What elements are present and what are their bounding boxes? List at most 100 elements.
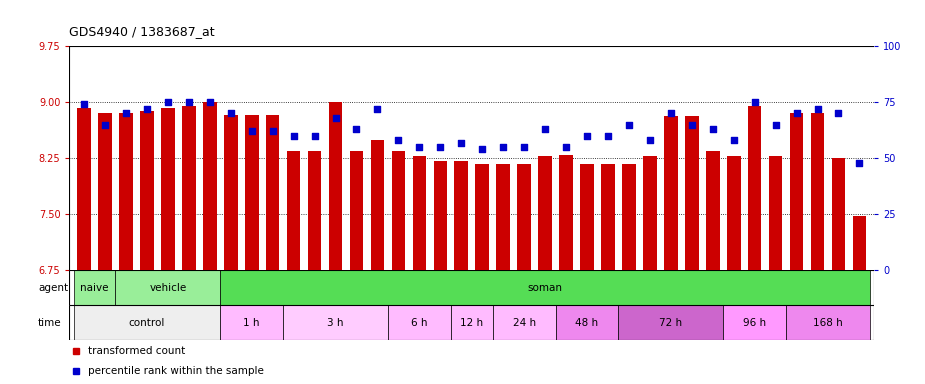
Bar <box>493 305 556 340</box>
Point <box>747 99 762 105</box>
Bar <box>74 270 116 305</box>
Bar <box>723 305 786 340</box>
Text: agent: agent <box>38 283 68 293</box>
Point <box>496 144 511 150</box>
Text: GDS4940 / 1383687_at: GDS4940 / 1383687_at <box>69 25 215 38</box>
Bar <box>350 151 364 270</box>
Point <box>517 144 532 150</box>
Bar <box>619 305 723 340</box>
Bar <box>245 115 258 270</box>
Bar <box>497 164 510 270</box>
Bar <box>786 305 870 340</box>
Point <box>391 137 406 143</box>
Bar <box>98 113 112 270</box>
Bar <box>706 151 720 270</box>
Point <box>328 115 343 121</box>
Bar <box>413 156 426 270</box>
Bar <box>643 156 657 270</box>
Text: 72 h: 72 h <box>660 318 683 328</box>
Bar <box>769 156 783 270</box>
Text: vehicle: vehicle <box>149 283 187 293</box>
Bar <box>283 305 388 340</box>
Text: 96 h: 96 h <box>743 318 766 328</box>
Text: control: control <box>129 318 165 328</box>
Text: 1 h: 1 h <box>243 318 260 328</box>
Bar <box>556 305 619 340</box>
Point <box>810 106 825 112</box>
Bar <box>685 116 698 270</box>
Text: transformed count: transformed count <box>89 346 186 356</box>
Point <box>140 106 154 112</box>
Text: time: time <box>38 318 62 328</box>
Bar <box>747 106 761 270</box>
Text: 3 h: 3 h <box>327 318 344 328</box>
Bar <box>265 115 279 270</box>
Bar <box>517 164 531 270</box>
Point <box>454 139 469 146</box>
Point <box>600 133 615 139</box>
Point <box>349 126 364 132</box>
Text: 6 h: 6 h <box>411 318 427 328</box>
Point <box>203 99 217 105</box>
Point <box>118 110 133 116</box>
Text: 12 h: 12 h <box>460 318 483 328</box>
Point <box>789 110 804 116</box>
Bar <box>287 151 301 270</box>
Bar <box>664 116 678 270</box>
Bar <box>727 156 741 270</box>
Bar <box>580 164 594 270</box>
Bar <box>832 158 845 270</box>
Bar <box>450 305 493 340</box>
Bar <box>623 164 635 270</box>
Point <box>223 110 238 116</box>
Bar <box>388 305 450 340</box>
Point <box>706 126 721 132</box>
Point <box>537 126 552 132</box>
Bar <box>224 115 238 270</box>
Point <box>663 110 678 116</box>
Bar <box>560 154 573 270</box>
Bar <box>371 139 384 270</box>
Bar <box>220 270 869 305</box>
Text: percentile rank within the sample: percentile rank within the sample <box>89 366 265 376</box>
Text: naive: naive <box>80 283 109 293</box>
Point <box>307 133 322 139</box>
Point <box>265 128 280 134</box>
Point <box>726 137 741 143</box>
Bar <box>74 305 220 340</box>
Point <box>643 137 658 143</box>
Point <box>98 122 113 128</box>
Bar <box>116 270 220 305</box>
Point <box>286 133 301 139</box>
Point <box>831 110 845 116</box>
Point <box>77 101 92 108</box>
Bar <box>140 111 154 270</box>
Bar <box>475 164 489 270</box>
Bar <box>77 108 91 270</box>
Text: 168 h: 168 h <box>813 318 843 328</box>
Bar <box>119 113 133 270</box>
Bar <box>182 106 196 270</box>
Point <box>412 144 426 150</box>
Bar <box>220 305 283 340</box>
Bar <box>308 151 321 270</box>
Point <box>370 106 385 112</box>
Point <box>433 144 448 150</box>
Point <box>181 99 196 105</box>
Point <box>244 128 259 134</box>
Point <box>622 122 636 128</box>
Text: soman: soman <box>527 283 562 293</box>
Point <box>559 144 574 150</box>
Bar <box>454 161 468 270</box>
Bar <box>601 164 615 270</box>
Bar <box>853 216 867 270</box>
Point <box>684 122 699 128</box>
Bar <box>810 113 824 270</box>
Bar <box>391 151 405 270</box>
Point <box>475 146 489 152</box>
Bar <box>790 113 804 270</box>
Bar <box>434 161 447 270</box>
Point <box>160 99 175 105</box>
Point <box>580 133 595 139</box>
Text: 24 h: 24 h <box>512 318 536 328</box>
